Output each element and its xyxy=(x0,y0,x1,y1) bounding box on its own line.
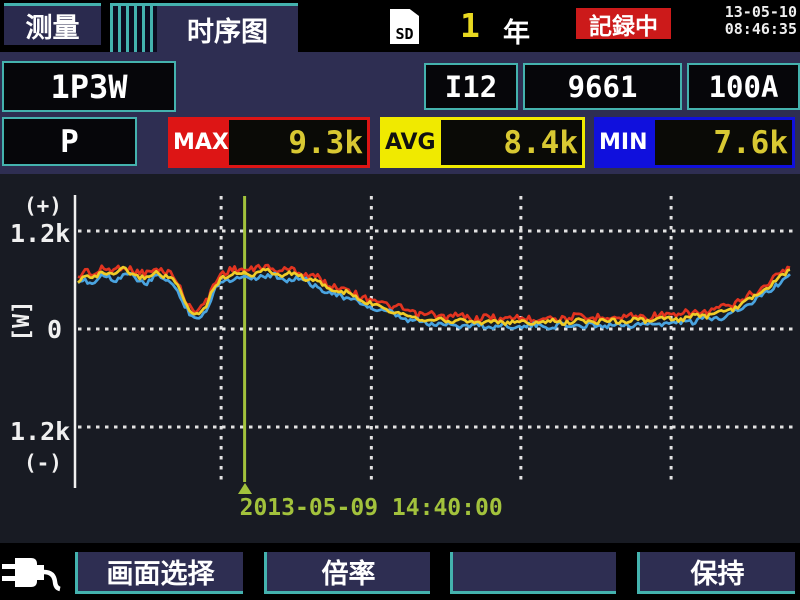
record-interval-unit: 年 xyxy=(503,18,530,49)
softkey-bar: 画面选择 倍率 保持 xyxy=(0,543,800,600)
current-range-value: 100A xyxy=(708,69,779,104)
current-range-field: 100A xyxy=(687,63,800,110)
timeseries-graph-icon xyxy=(110,3,157,52)
y-axis-negative-sign: (-) xyxy=(24,451,62,475)
system-clock: 13-05-10 08:46:35 xyxy=(725,4,797,38)
max-stat-box: MAX 9.3k xyxy=(168,117,370,168)
avg-value: 8.4k xyxy=(441,120,582,165)
power-plug-icon xyxy=(2,558,61,592)
parameter-field: P xyxy=(2,117,137,166)
screen-code-value: 9661 xyxy=(567,69,638,104)
clock-date: 13-05-10 xyxy=(724,3,797,21)
softkey-blank[interactable] xyxy=(450,552,616,594)
tab-timeseries-label: 时序图 xyxy=(187,16,268,48)
wiring-mode-field: 1P3W xyxy=(2,61,176,112)
softkey-magnification-label: 倍率 xyxy=(321,559,376,590)
softkey-hold-label: 保持 xyxy=(690,559,745,590)
min-stat-box: MIN 7.6k xyxy=(594,117,795,168)
softkey-magnification[interactable]: 倍率 xyxy=(264,552,430,594)
cursor-marker-icon[interactable] xyxy=(237,483,252,494)
record-interval-value: 1 xyxy=(460,6,480,45)
cursor-timestamp: 2013-05-09 14:40:00 xyxy=(239,495,503,521)
y-axis-zero-tick: 0 xyxy=(47,315,63,344)
screen-code-field: 9661 xyxy=(523,63,682,110)
channel-value: I12 xyxy=(444,69,498,104)
softkey-screen-select-label: 画面选择 xyxy=(106,559,215,590)
avg-label: AVG xyxy=(385,130,436,155)
tab-timeseries[interactable]: 时序图 xyxy=(157,3,298,52)
min-value: 7.6k xyxy=(655,120,792,165)
recording-status-badge: 記録中 xyxy=(576,8,671,40)
trend-chart-panel xyxy=(0,174,800,543)
min-label: MIN xyxy=(599,130,648,155)
softkey-hold[interactable]: 保持 xyxy=(637,552,795,594)
y-axis-bottom-tick: 1.2k xyxy=(10,417,71,446)
tab-measure[interactable]: 测量 xyxy=(4,3,101,45)
recording-status-label: 記録中 xyxy=(589,13,658,40)
max-label: MAX xyxy=(173,130,229,155)
y-axis-positive-sign: (+) xyxy=(24,194,62,218)
trend-chart-plot xyxy=(73,195,793,488)
sd-card-icon: SD xyxy=(390,9,419,44)
clock-time: 08:46:35 xyxy=(724,20,797,38)
wiring-mode-value: 1P3W xyxy=(50,67,128,106)
channel-field: I12 xyxy=(424,63,518,110)
sd-card-icon-label: SD xyxy=(395,25,414,43)
softkey-screen-select[interactable]: 画面选择 xyxy=(75,552,243,594)
parameter-value: P xyxy=(60,123,79,160)
max-value: 9.3k xyxy=(229,120,367,165)
avg-stat-box: AVG 8.4k xyxy=(380,117,585,168)
y-axis-top-tick: 1.2k xyxy=(10,219,71,248)
tab-measure-label: 测量 xyxy=(25,13,80,44)
top-bar: 测量 时序图 SD 1 年 記録中 13-05-10 08:46:35 xyxy=(0,0,800,52)
